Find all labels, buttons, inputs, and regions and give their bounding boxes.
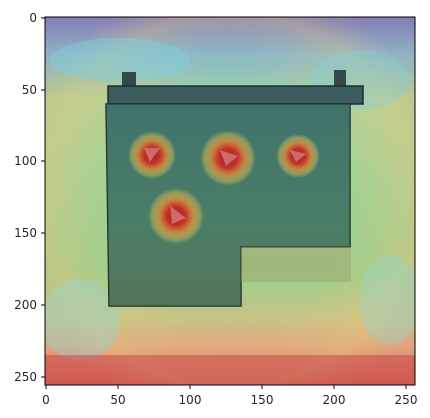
- y-tick-label: 250: [14, 370, 37, 384]
- y-tick-label: 0: [29, 11, 37, 25]
- x-tick-label: 0: [42, 393, 50, 407]
- x-axis: 0 50 100 150 200 250: [42, 385, 417, 407]
- y-tick-label: 200: [14, 298, 37, 312]
- y-tick-label: 150: [14, 226, 37, 240]
- plot-frame: [44, 16, 416, 386]
- y-axis: 0 50 100 150 200 250: [14, 11, 45, 384]
- x-tick-label: 250: [395, 393, 418, 407]
- heatmap-image: [45, 17, 415, 385]
- y-tick-label: 100: [14, 154, 37, 168]
- x-tick-label: 100: [179, 393, 202, 407]
- x-tick-label: 50: [110, 393, 125, 407]
- y-tick-label: 50: [22, 83, 37, 97]
- x-tick-label: 200: [323, 393, 346, 407]
- battery: [105, 70, 364, 307]
- x-tick-label: 150: [251, 393, 274, 407]
- hot-spots: [128, 130, 320, 244]
